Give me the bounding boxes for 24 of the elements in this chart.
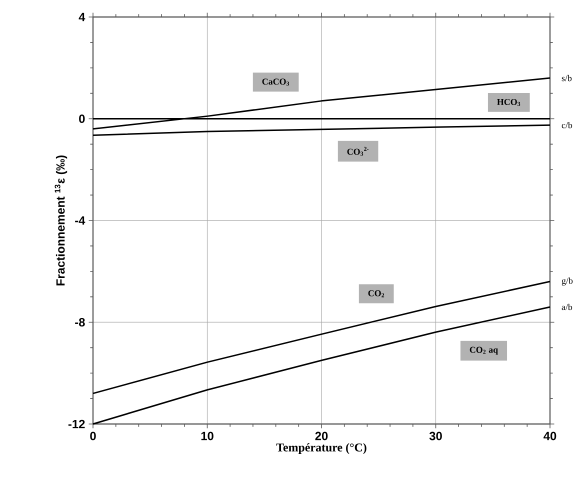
- x-tick-label: 40: [544, 432, 556, 440]
- series-label: g/b: [562, 277, 573, 286]
- x-tick-label: 30: [429, 432, 442, 440]
- line-series: [92, 280, 551, 394]
- y-tick-label: 0: [79, 114, 85, 123]
- y-axis-title: Fractionnement $^{13}$ε (‰): [54, 155, 68, 286]
- x-tick-label: 0: [90, 432, 96, 440]
- line-series: [92, 124, 551, 136]
- y-tick-label: -12: [68, 420, 85, 428]
- series-label: a/b: [562, 304, 572, 310]
- line-series: [92, 77, 551, 130]
- annotation: CO$_{2}$ aq: [470, 346, 498, 355]
- annotation: CaCO$_{3}$: [262, 78, 290, 86]
- x-axis-title: Température (°C): [276, 443, 366, 454]
- series-label: c/b: [562, 122, 572, 128]
- y-tick-label: -4: [75, 216, 86, 225]
- annotation: HCO$_{3}$: [497, 98, 520, 106]
- x-tick-label: 10: [201, 432, 214, 440]
- y-tick-label: -8: [75, 318, 85, 326]
- annotation: CO$_{2}$: [368, 290, 384, 298]
- series-label: s/b: [562, 74, 572, 82]
- line-series: [92, 306, 551, 425]
- x-tick-label: 20: [315, 432, 328, 440]
- y-tick-label: 4: [78, 12, 86, 22]
